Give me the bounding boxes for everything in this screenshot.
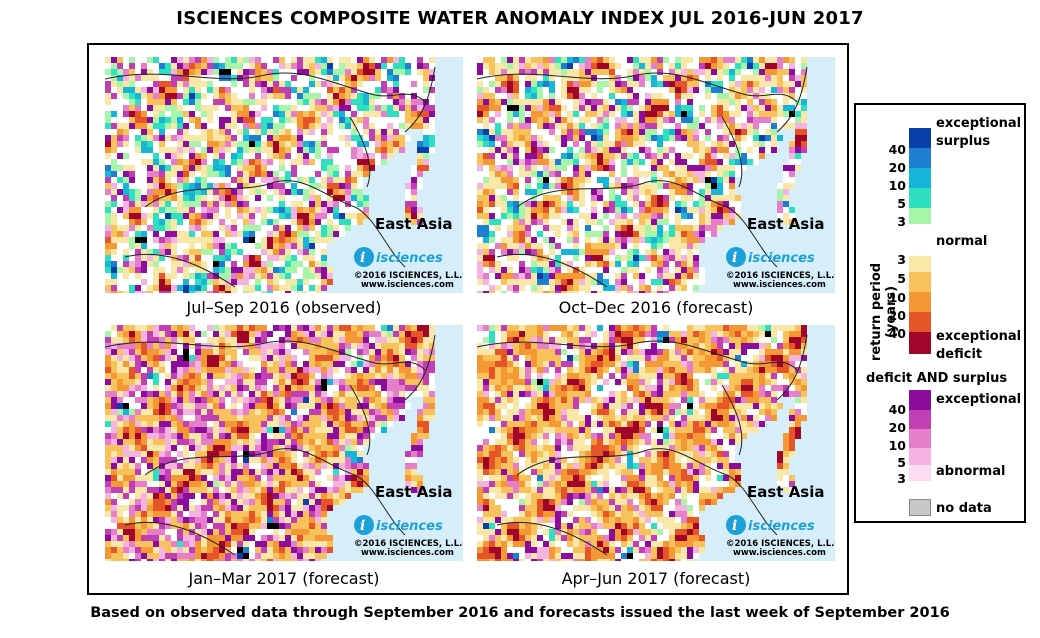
- region-label: East Asia: [747, 215, 825, 233]
- isciences-logo: i isciences: [726, 515, 815, 535]
- copyright-text: ©2016 ISCIENCES, L.L.C.: [726, 271, 835, 281]
- legend-swatch-surplus-5: [909, 188, 931, 208]
- map-panel-oct-dec[interactable]: East Asia i isciences ©2016 ISCIENCES, L.L.…: [477, 57, 835, 293]
- isciences-logo: i isciences: [354, 247, 443, 267]
- anomaly-map: East Asia i isciences ©2016 ISCIENCES, L.L.…: [105, 57, 463, 293]
- legend-text: deficit: [936, 347, 983, 362]
- legend-tick: 3: [897, 252, 906, 267]
- legend-tick: 40: [888, 402, 906, 417]
- legend-tick: 3: [897, 471, 906, 486]
- brand-name: isciences: [376, 251, 443, 266]
- region-label: East Asia: [747, 483, 825, 501]
- legend-tick: 5: [897, 455, 906, 470]
- legend-swatch-surplus-40: [909, 128, 931, 148]
- legend-swatch-normal: [909, 224, 931, 256]
- map-panel-apr-jun[interactable]: East Asia i isciences ©2016 ISCIENCES, L.L.…: [477, 325, 835, 561]
- map-panel-jul-sep[interactable]: East Asia i isciences ©2016 ISCIENCES, L.L.…: [105, 57, 463, 293]
- legend-swatch-deficit-10: [909, 292, 931, 312]
- legend-swatch-surplus-3: [909, 208, 931, 224]
- map-legend: return period (years) 40 20 10 5 3 3 5 1…: [854, 103, 1026, 523]
- svg-text:i: i: [360, 250, 365, 266]
- isciences-logo-icon: [726, 515, 746, 535]
- legend-tick: 3: [897, 214, 906, 229]
- region-label: East Asia: [375, 483, 453, 501]
- legend-tick: 40: [888, 326, 906, 341]
- legend-swatch-deficit-40: [909, 332, 931, 354]
- anomaly-map: East Asia i isciences ©2016 ISCIENCES, L.L.…: [477, 57, 835, 293]
- website-url: www.isciences.com: [361, 280, 454, 290]
- legend-tick: 20: [888, 160, 906, 175]
- panel-caption: Jan–Mar 2017 (forecast): [188, 569, 380, 588]
- svg-text:i: i: [732, 250, 737, 266]
- legend-swatch-combo-20: [909, 410, 931, 429]
- legend-swatch-combo-40: [909, 390, 931, 410]
- country-borders: [477, 334, 808, 556]
- map-panel-frame: East Asia i isciences ©2016 ISCIENCES, L.L.…: [87, 43, 849, 595]
- anomaly-map: East Asia i isciences ©2016 ISCIENCES, L.L.…: [105, 325, 463, 561]
- isciences-logo: i isciences: [354, 515, 443, 535]
- legend-tick: 20: [888, 420, 906, 435]
- copyright-text: ©2016 ISCIENCES, L.L.C.: [354, 271, 463, 281]
- country-borders: [105, 66, 436, 288]
- panel-caption: Jul–Sep 2016 (observed): [186, 298, 382, 317]
- brand-name: isciences: [376, 519, 443, 534]
- legend-swatch-deficit-3: [909, 256, 931, 272]
- legend-tick: 40: [888, 142, 906, 157]
- legend-label-normal: normal: [936, 234, 988, 249]
- legend-label-combo-abnormal: abnormal: [936, 464, 1006, 479]
- panel-caption: Oct–Dec 2016 (forecast): [558, 298, 754, 317]
- legend-swatch-deficit-20: [909, 312, 931, 332]
- country-borders: [477, 66, 808, 288]
- isciences-logo: i isciences: [726, 247, 815, 267]
- footer-note: Based on observed data through September…: [90, 605, 950, 621]
- website-url: www.isciences.com: [733, 548, 826, 558]
- page-title: ISCIENCES COMPOSITE WATER ANOMALY INDEX …: [176, 8, 864, 29]
- website-url: www.isciences.com: [733, 280, 826, 290]
- anomaly-cells: [105, 325, 435, 561]
- brand-name: isciences: [748, 251, 815, 266]
- legend-tick: 5: [897, 271, 906, 286]
- website-url: www.isciences.com: [361, 548, 454, 558]
- legend-label-no-data: no data: [936, 501, 992, 516]
- map-panel-jan-mar[interactable]: East Asia i isciences ©2016 ISCIENCES, L.L.…: [105, 325, 463, 561]
- legend-text: surplus: [936, 134, 991, 149]
- legend-tick: 10: [888, 438, 906, 453]
- legend-tick: 20: [888, 308, 906, 323]
- legend-swatch-no-data: [909, 499, 931, 516]
- legend-combo-heading: deficit AND surplus: [866, 371, 1008, 386]
- region-label: East Asia: [375, 215, 453, 233]
- anomaly-cells: [477, 57, 807, 293]
- legend-tick: 10: [888, 178, 906, 193]
- isciences-logo-icon: [354, 515, 374, 535]
- country-borders: [105, 334, 436, 556]
- legend-label-exceptional-deficit: exceptional deficit: [936, 329, 1021, 362]
- panel-caption: Apr–Jun 2017 (forecast): [561, 569, 751, 588]
- legend-text: exceptional: [936, 329, 1022, 344]
- legend-label-exceptional-surplus: exceptional surplus: [936, 116, 1021, 149]
- legend-swatch-surplus-10: [909, 168, 931, 188]
- legend-swatch-combo-10: [909, 429, 931, 448]
- anomaly-map: East Asia i isciences ©2016 ISCIENCES, L.L.…: [477, 325, 835, 561]
- legend-tick: 5: [897, 196, 906, 211]
- legend-swatch-deficit-5: [909, 272, 931, 292]
- copyright-text: ©2016 ISCIENCES, L.L.C.: [354, 539, 463, 549]
- legend-text: exceptional: [936, 116, 1022, 131]
- legend-swatch-combo-5: [909, 448, 931, 465]
- isciences-logo-icon: [726, 247, 746, 267]
- legend-swatch-surplus-20: [909, 148, 931, 168]
- brand-name: isciences: [748, 519, 815, 534]
- isciences-logo-icon: [354, 247, 374, 267]
- legend-swatch-combo-3: [909, 465, 931, 481]
- copyright-text: ©2016 ISCIENCES, L.L.C.: [726, 539, 835, 549]
- legend-tick: 10: [888, 290, 906, 305]
- legend-label-combo-exceptional: exceptional: [936, 392, 1022, 407]
- anomaly-cells: [105, 57, 435, 293]
